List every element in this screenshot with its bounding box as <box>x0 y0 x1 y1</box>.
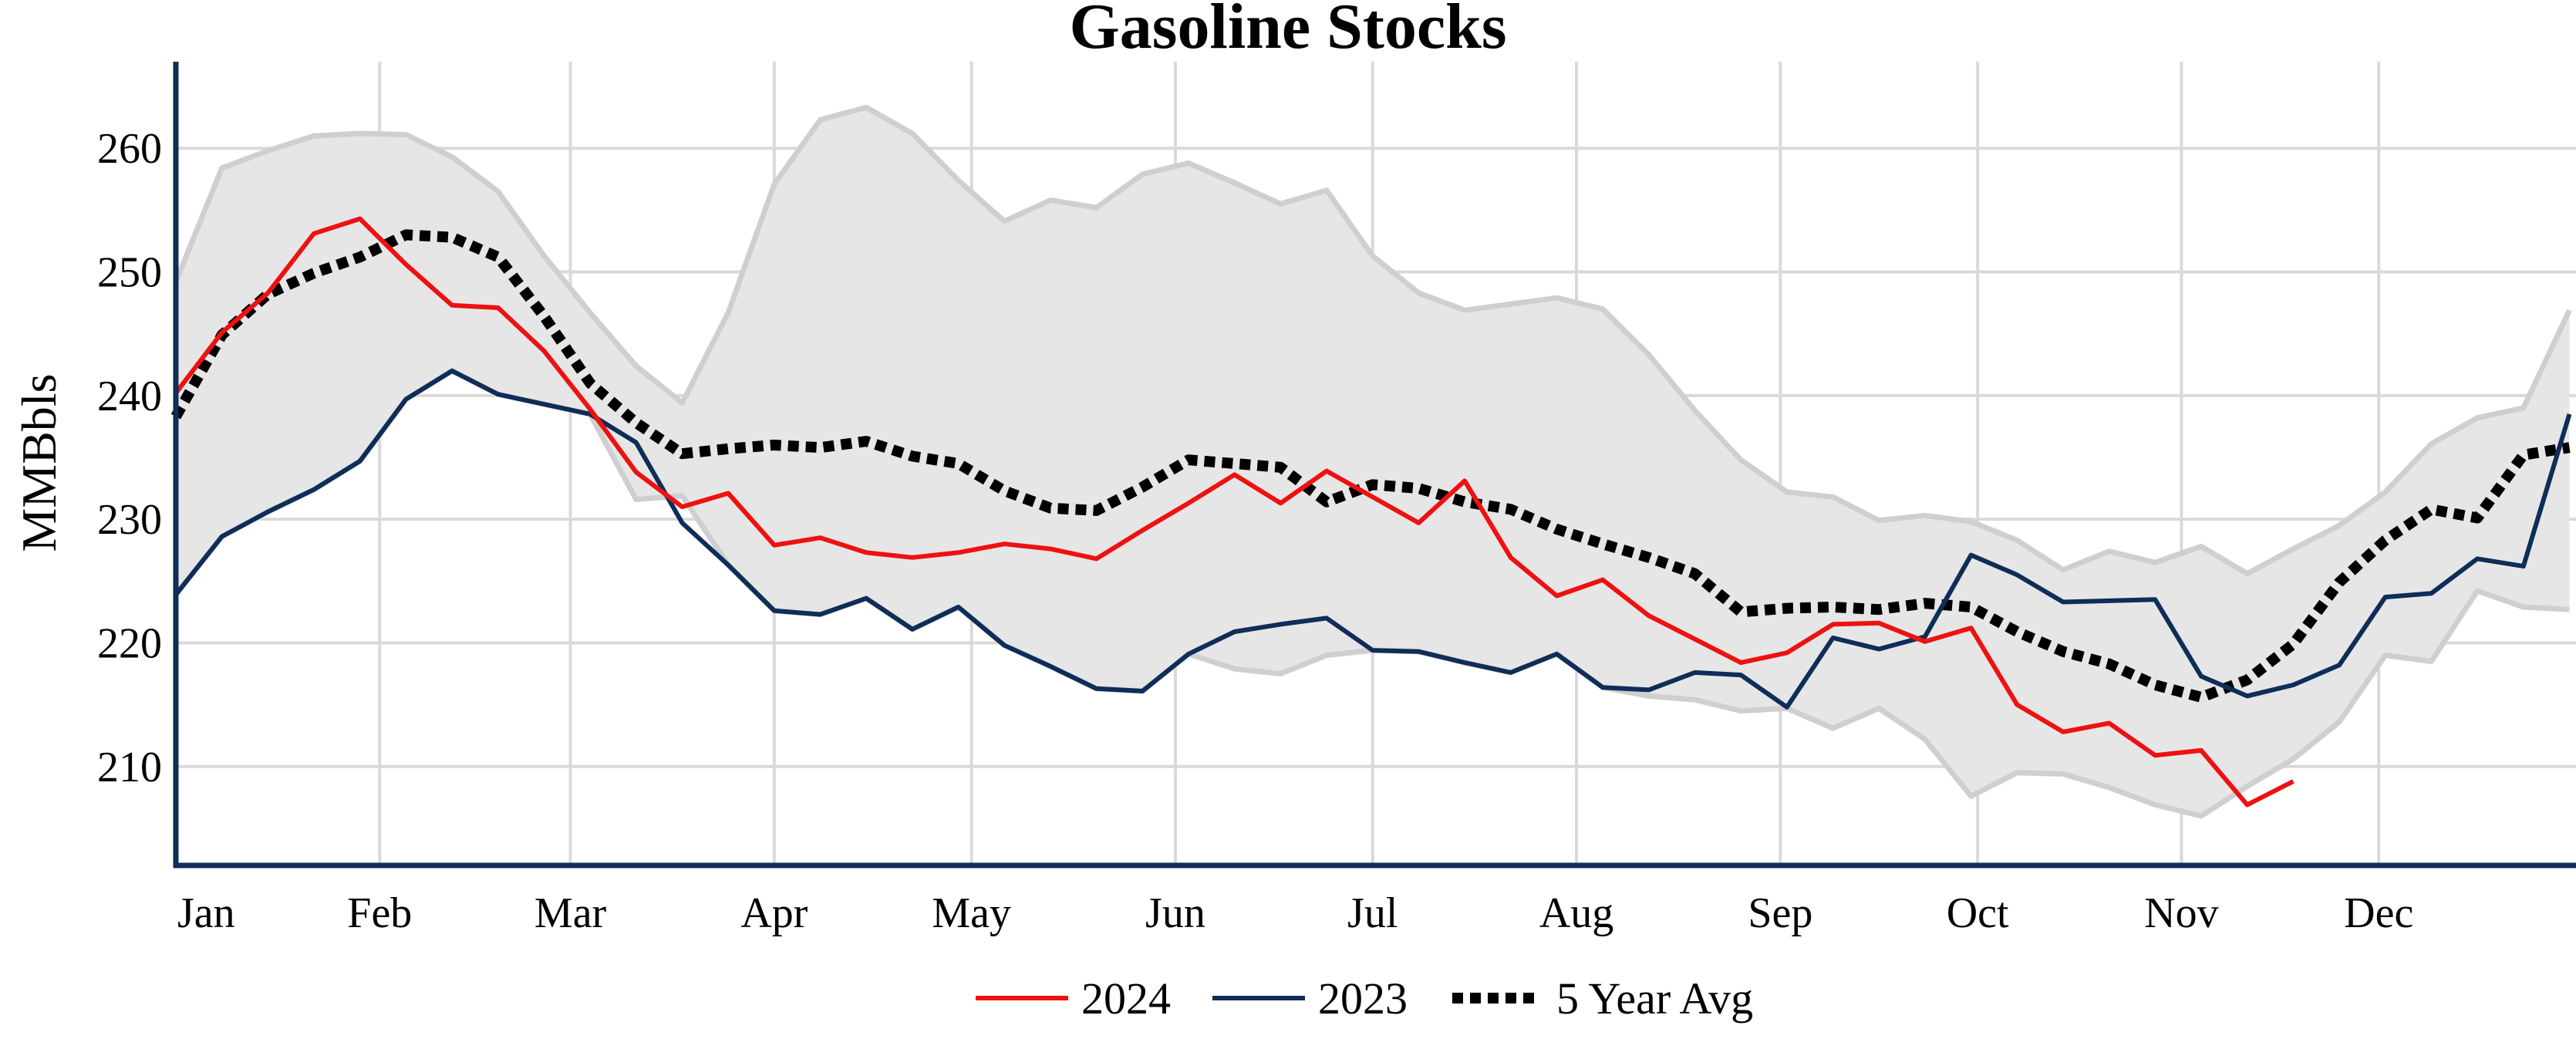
legend-label-5-year-avg: 5 Year Avg <box>1556 973 1753 1024</box>
range-high-edge <box>173 104 2572 577</box>
y-tick-label-260: 260 <box>97 125 162 173</box>
tick-labels: 210 220 230 240 250 260 Jan Feb Mar Apr May Jun Jul A… <box>97 125 2413 937</box>
x-tick-label-jan: Jan <box>177 889 235 937</box>
y-tick-label-250: 250 <box>97 249 162 297</box>
series-line-2023 <box>174 368 2572 710</box>
y-tick-label-210: 210 <box>97 744 162 791</box>
range-fill <box>176 107 2570 816</box>
y-tick-label-230: 230 <box>97 496 162 544</box>
series-line-5-year-avg <box>170 229 2571 703</box>
legend-label-2024: 2024 <box>1081 973 1171 1024</box>
legend-label-2023: 2023 <box>1318 973 1408 1024</box>
x-tick-label-feb: Feb <box>347 889 412 937</box>
y-tick-label-240: 240 <box>97 373 162 420</box>
legend: 2024 2023 5 Year Avg <box>976 973 1753 1024</box>
x-tick-label-oct: Oct <box>1947 889 2009 937</box>
series-lines <box>170 216 2572 808</box>
x-tick-label-jun: Jun <box>1145 889 1205 937</box>
series-line-2024 <box>174 216 2294 808</box>
x-tick-label-may: May <box>932 889 1011 937</box>
x-tick-label-dec: Dec <box>2344 889 2413 937</box>
y-axis-label: MMBbls <box>12 373 66 551</box>
y-tick-label-220: 220 <box>97 619 162 667</box>
x-tick-label-mar: Mar <box>534 889 607 937</box>
x-tick-label-sep: Sep <box>1748 889 1812 937</box>
x-tick-label-nov: Nov <box>2144 889 2218 937</box>
x-tick-label-jul: Jul <box>1347 889 1398 937</box>
axes <box>173 62 2576 869</box>
chart-title: Gasoline Stocks <box>1069 0 1506 62</box>
x-tick-label-apr: Apr <box>740 889 808 937</box>
x-tick-label-aug: Aug <box>1539 889 1613 937</box>
